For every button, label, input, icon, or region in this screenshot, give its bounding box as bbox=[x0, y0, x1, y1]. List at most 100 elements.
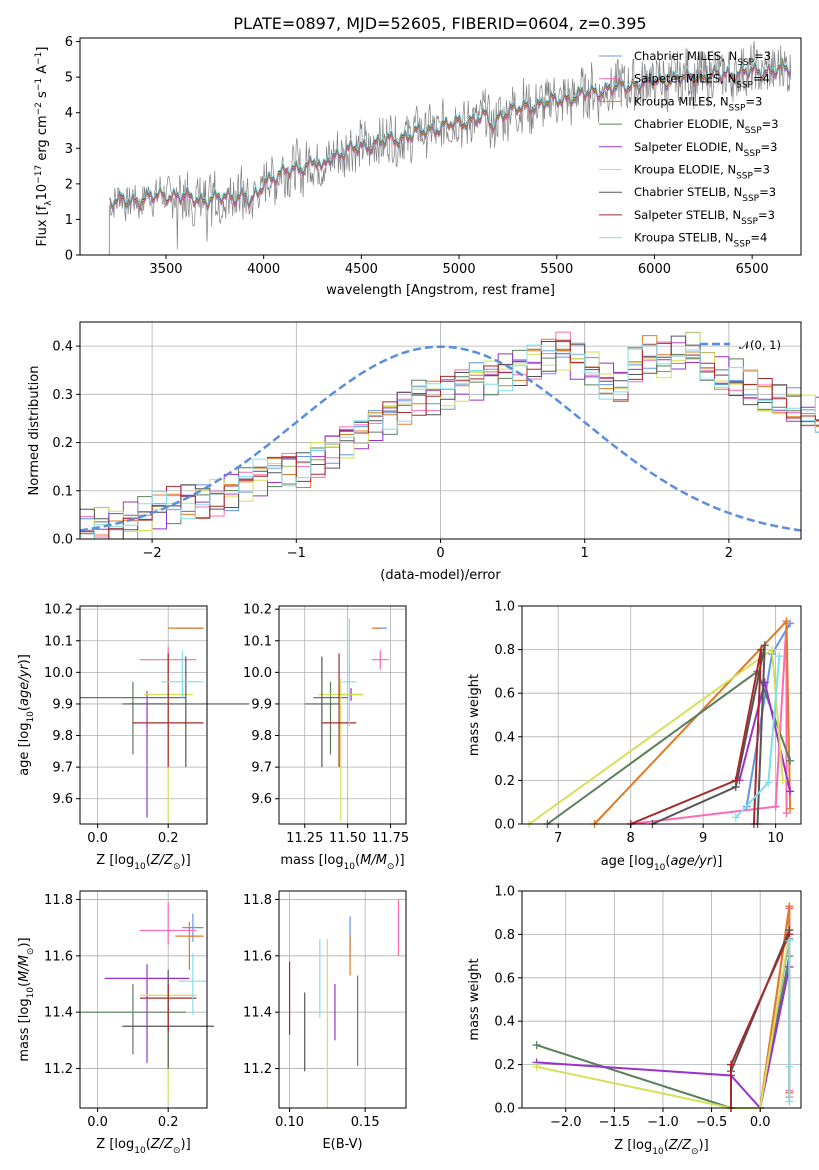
series-salpeter-miles bbox=[626, 619, 791, 828]
y-tick-label: 9.9 bbox=[52, 697, 73, 712]
series-line bbox=[630, 649, 763, 825]
point-salpeter-miles bbox=[139, 902, 197, 945]
plot-area bbox=[304, 618, 389, 821]
y-tick-label: 6 bbox=[65, 35, 73, 50]
data-point bbox=[771, 802, 780, 811]
point-kroupa-elodie bbox=[318, 678, 364, 821]
y-tick-label: 1 bbox=[65, 213, 73, 228]
panel-7: −2.0 −1.5 −1.0 −0.5 0.0 0.0 0.2 0.4 0.6 0.8 1.0 mas… bbox=[467, 885, 802, 1157]
x-tick-label: 0.0 bbox=[750, 1115, 771, 1130]
x-tick-label: 0.15 bbox=[351, 1115, 380, 1130]
histogram-kroupa-miles bbox=[80, 335, 819, 540]
point-chabrier-elodie bbox=[80, 984, 186, 1055]
figure-title: PLATE=0897, MJD=52605, FIBERID=0604, z=0… bbox=[233, 14, 646, 33]
legend-entry: Salpeter STELIB, NSSP=3 bbox=[634, 208, 775, 227]
histogram-salpeter-stelib bbox=[80, 339, 819, 540]
axes-frame: −2.0 −1.5 −1.0 −0.5 0.0 0.0 0.2 0.4 0.6 0.8 1.0 bbox=[494, 885, 802, 1130]
point-kroupa-stelib bbox=[178, 953, 207, 1015]
axes-frame: −2 −1 0 1 2 0.0 0.1 0.2 0.3 0.4 bbox=[52, 321, 802, 561]
axes-frame: 0.0 0.2 11.2 11.4 11.6 11.8 bbox=[44, 890, 208, 1130]
y-tick-label: 2 bbox=[65, 177, 73, 192]
x-tick-label: −1 bbox=[287, 546, 306, 561]
legend-entry: Chabrier MILES, NSSP=3 bbox=[634, 49, 771, 68]
histogram-chabrier-stelib bbox=[80, 335, 819, 540]
x-tick-label: −1.5 bbox=[599, 1115, 631, 1130]
y-tick-label: 1.0 bbox=[494, 885, 515, 900]
plot-area bbox=[80, 902, 215, 1103]
x-tick-label: 6000 bbox=[638, 262, 671, 277]
panel-4: 7 8 9 10 0.0 0.2 0.4 0.6 0.8 1.0 mass weight age [l… bbox=[467, 600, 802, 873]
axes-box bbox=[521, 605, 802, 825]
x-tick-label: 0.2 bbox=[158, 831, 179, 846]
x-axis-label: wavelength [Angstrom, rest frame] bbox=[326, 283, 555, 298]
x-tick-label: 5500 bbox=[540, 262, 573, 277]
point-chabrier-miles bbox=[182, 913, 204, 942]
plot-area bbox=[288, 899, 400, 1108]
legend-entry: Kroupa ELODIE, NSSP=3 bbox=[634, 163, 770, 182]
y-axis-label: mass weight bbox=[467, 958, 482, 1040]
data-point bbox=[775, 652, 784, 661]
data-point bbox=[727, 1060, 736, 1069]
histogram-legend: 𝒩(0, 1) bbox=[700, 338, 781, 352]
point-salpeter-stelib bbox=[139, 984, 197, 1032]
point-chabrier-stelib bbox=[122, 656, 250, 768]
data-point bbox=[785, 902, 794, 911]
series-line bbox=[630, 623, 788, 825]
y-tick-label: 0.6 bbox=[494, 971, 515, 986]
y-axis-label: mass [log10(M/M⊙)] bbox=[17, 937, 36, 1061]
x-tick-label: 4000 bbox=[247, 262, 280, 277]
y-tick-label: 0 bbox=[65, 249, 73, 264]
x-tick-label: −2.0 bbox=[550, 1115, 582, 1130]
data-point bbox=[782, 617, 791, 626]
y-tick-label: 11.6 bbox=[243, 949, 272, 964]
y-axis-label: Flux [fλ10−17 erg cm−2 s−1 A−1] bbox=[34, 47, 54, 247]
normal-curve bbox=[79, 345, 802, 532]
x-tick-label: 0.0 bbox=[87, 1115, 108, 1130]
y-axis-label: mass weight bbox=[467, 674, 482, 756]
x-tick-label: 11.75 bbox=[372, 831, 409, 846]
legend-entry: Chabrier STELIB, NSSP=3 bbox=[634, 185, 776, 204]
point-salpeter-stelib bbox=[321, 653, 357, 768]
y-tick-label: 10.0 bbox=[44, 666, 73, 681]
data-point bbox=[760, 678, 769, 687]
model-line-kroupa-stelib bbox=[109, 56, 791, 207]
x-tick-label: 0 bbox=[436, 546, 444, 561]
y-tick-label: 0.2 bbox=[494, 774, 515, 789]
x-tick-label: −2 bbox=[143, 546, 162, 561]
observed-spectrum-line bbox=[108, 40, 792, 250]
y-tick-label: 11.6 bbox=[44, 949, 73, 964]
x-axis-label: Z [log10(Z/Z⊙)] bbox=[96, 1137, 190, 1156]
y-tick-label: 10.2 bbox=[243, 603, 272, 618]
y-tick-label: 0.2 bbox=[494, 1058, 515, 1073]
series-line bbox=[546, 669, 792, 825]
point-chabrier-stelib bbox=[304, 656, 340, 768]
y-tick-label: 10.1 bbox=[44, 634, 73, 649]
data-point bbox=[757, 645, 766, 654]
x-tick-label: 6500 bbox=[736, 262, 769, 277]
y-tick-label: 4 bbox=[65, 106, 73, 121]
y-tick-label: 11.4 bbox=[243, 1006, 272, 1021]
axes-frame: 11.25 11.50 11.75 9.6 9.7 9.8 9.9 10.0 10.1 10.2 bbox=[243, 603, 409, 846]
data-point bbox=[731, 813, 740, 822]
legend-entry: Kroupa MILES, NSSP=3 bbox=[634, 94, 762, 113]
y-tick-label: 0.4 bbox=[494, 1015, 515, 1030]
y-tick-label: 0.1 bbox=[52, 484, 73, 499]
y-tick-label: 9.7 bbox=[52, 761, 73, 776]
point-kroupa-miles bbox=[175, 922, 204, 970]
histogram-kroupa-stelib bbox=[80, 343, 819, 540]
axes-frame: 0.10 0.15 11.2 11.4 11.6 11.8 bbox=[243, 890, 407, 1130]
axes-box bbox=[79, 890, 208, 1109]
plot-area bbox=[108, 40, 792, 255]
y-tick-label: 10.1 bbox=[243, 634, 272, 649]
point-kroupa-stelib bbox=[342, 618, 357, 727]
x-tick-label: −0.5 bbox=[696, 1115, 728, 1130]
y-tick-label: 9.8 bbox=[251, 729, 272, 744]
spectrum-legend: Chabrier MILES, NSSP=3 Salpeter MILES, NS… bbox=[599, 49, 779, 250]
point-chabrier-elodie bbox=[80, 681, 186, 755]
y-axis-label: Normed distribution bbox=[27, 366, 42, 496]
x-axis-label: mass [log10(M/M⊙)] bbox=[280, 853, 404, 872]
y-tick-label: 0.4 bbox=[494, 730, 515, 745]
axes-box bbox=[521, 890, 802, 1109]
y-tick-label: 11.4 bbox=[44, 1006, 73, 1021]
x-axis-label: E(B-V) bbox=[322, 1137, 362, 1152]
